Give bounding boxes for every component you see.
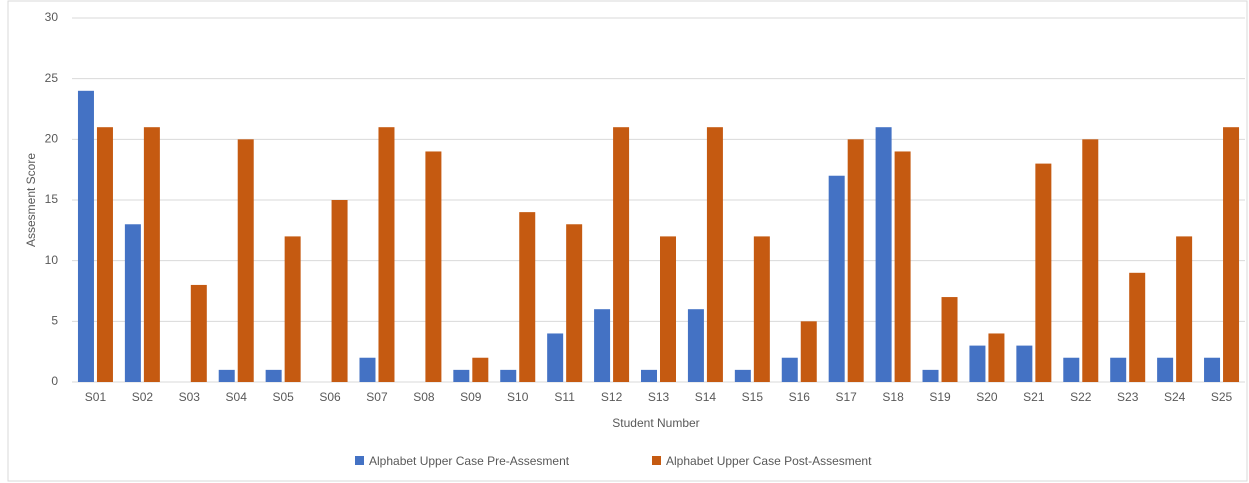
x-tick-label: S02	[132, 390, 154, 404]
bar	[594, 309, 611, 382]
bar	[519, 212, 536, 382]
x-tick-label: S06	[319, 390, 341, 404]
y-tick-label: 20	[45, 132, 59, 146]
bar	[77, 90, 94, 383]
legend-swatch	[355, 456, 364, 465]
bar	[1035, 163, 1052, 382]
y-tick-label: 25	[45, 71, 59, 85]
x-tick-label: S25	[1211, 390, 1233, 404]
bar	[1223, 127, 1240, 382]
x-tick-label: S21	[1023, 390, 1045, 404]
y-tick-label: 30	[45, 10, 59, 24]
bar	[453, 369, 470, 382]
x-tick-label: S14	[695, 390, 717, 404]
x-tick-label: S08	[413, 390, 435, 404]
bar	[1204, 357, 1221, 382]
bar	[331, 200, 348, 382]
legend-swatch	[652, 456, 661, 465]
bar	[1110, 357, 1127, 382]
x-tick-label: S19	[929, 390, 951, 404]
x-tick-label: S22	[1070, 390, 1092, 404]
bar	[922, 369, 939, 382]
bar	[284, 236, 301, 382]
bar	[894, 151, 911, 382]
bar	[753, 236, 770, 382]
x-tick-label: S15	[742, 390, 764, 404]
bar	[781, 357, 798, 382]
bar	[613, 127, 630, 382]
x-tick-label: S04	[226, 390, 248, 404]
x-tick-label: S17	[836, 390, 858, 404]
y-tick-label: 10	[45, 253, 59, 267]
bar	[96, 127, 113, 382]
bar	[1176, 236, 1193, 382]
bar	[359, 357, 376, 382]
x-tick-label: S20	[976, 390, 998, 404]
x-tick-label: S11	[554, 390, 575, 404]
legend-label: Alphabet Upper Case Post-Assesment	[666, 454, 872, 468]
bar	[641, 369, 657, 382]
x-tick-label: S16	[789, 390, 811, 404]
bar	[500, 369, 517, 382]
x-tick-label: S12	[601, 390, 623, 404]
x-tick-label: S13	[648, 390, 670, 404]
bar	[265, 369, 282, 382]
bar	[660, 236, 676, 382]
y-tick-label: 15	[45, 192, 59, 206]
bar	[988, 333, 1005, 382]
y-axis-title: Assesment Score	[24, 153, 38, 247]
bar	[425, 151, 442, 382]
bar	[969, 345, 986, 382]
bar	[547, 333, 564, 382]
bar	[687, 309, 704, 382]
bar	[218, 369, 235, 382]
x-axis-title: Student Number	[612, 416, 699, 430]
bar	[828, 175, 845, 382]
x-tick-label: S03	[179, 390, 201, 404]
x-tick-label: S07	[366, 390, 388, 404]
bar	[124, 224, 141, 382]
bar	[566, 224, 583, 382]
x-tick-label: S24	[1164, 390, 1186, 404]
bar	[875, 127, 892, 382]
bar	[706, 127, 723, 382]
bar	[734, 369, 751, 382]
x-tick-label: S18	[882, 390, 904, 404]
y-tick-label: 5	[51, 314, 58, 328]
bar	[941, 297, 958, 382]
bar	[378, 127, 395, 382]
x-tick-label: S01	[85, 390, 107, 404]
bar	[190, 284, 207, 382]
bar	[143, 127, 160, 382]
bar	[1063, 357, 1080, 382]
bar	[800, 321, 817, 382]
bar	[1129, 272, 1146, 382]
x-tick-label: S10	[507, 390, 529, 404]
bar	[847, 139, 864, 382]
x-tick-label: S09	[460, 390, 482, 404]
y-tick-label: 0	[51, 374, 58, 388]
bar	[472, 357, 489, 382]
bar	[1157, 357, 1174, 382]
bar	[237, 139, 254, 382]
bar	[1016, 345, 1033, 382]
x-tick-label: S23	[1117, 390, 1139, 404]
bar	[1082, 139, 1099, 382]
legend-label: Alphabet Upper Case Pre-Assesment	[369, 454, 570, 468]
x-tick-label: S05	[272, 390, 294, 404]
